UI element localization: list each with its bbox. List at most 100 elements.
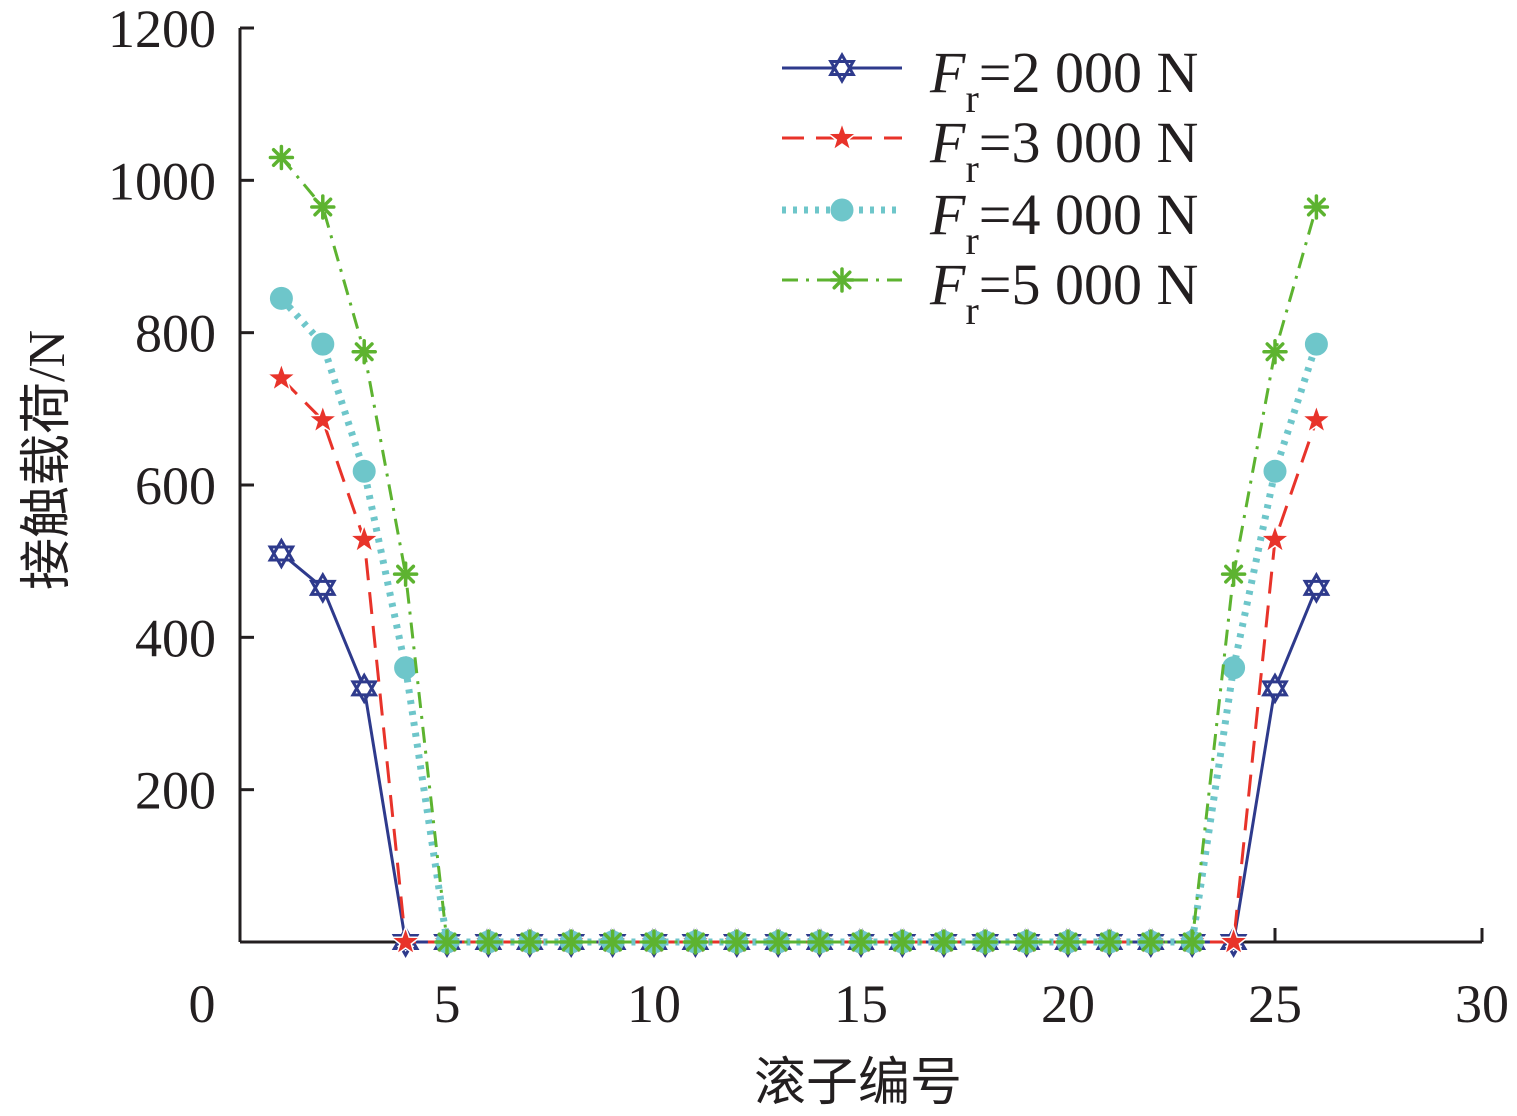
- data-point: [1013, 929, 1040, 955]
- data-point-part: [768, 932, 788, 952]
- legend-entry: Fr=5 000 N: [782, 252, 1198, 333]
- data-point-part: [603, 932, 623, 952]
- data-point: [724, 929, 750, 955]
- data-point: [311, 332, 335, 356]
- data-point: [1179, 929, 1205, 955]
- data-point: [392, 561, 419, 587]
- data-point: [599, 929, 626, 955]
- data-point-part: [828, 60, 856, 85]
- data-point-part: [892, 932, 912, 952]
- data-point-part: [975, 932, 995, 952]
- data-point-part: [1265, 342, 1285, 362]
- data-point: [830, 198, 854, 222]
- x-tick-label: 20: [1041, 974, 1095, 1034]
- series-2: [264, 361, 1333, 956]
- data-point: [1096, 929, 1123, 955]
- data-point-part: [1261, 680, 1289, 705]
- data-point-part: [271, 147, 291, 168]
- x-tick-label: 5: [434, 974, 461, 1034]
- data-point: [848, 929, 874, 955]
- data-point: [558, 929, 584, 955]
- data-point-part: [520, 932, 540, 952]
- data-point: [1263, 459, 1287, 483]
- data-point-part: [1099, 932, 1119, 952]
- y-tick-label: 1000: [108, 151, 216, 211]
- data-point: [972, 929, 998, 955]
- data-point: [889, 929, 916, 955]
- x-tick-label: 30: [1455, 974, 1509, 1034]
- data-point: [1304, 332, 1328, 356]
- data-point-part: [478, 932, 498, 952]
- data-point: [389, 924, 423, 956]
- x-axis-title: 滚子编号: [754, 1055, 962, 1112]
- axes: [238, 28, 1482, 944]
- data-point-part: [1058, 932, 1078, 952]
- data-point-part: [934, 932, 954, 952]
- y-tick-label: 600: [135, 456, 216, 516]
- data-point: [1302, 571, 1331, 604]
- data-point: [1261, 672, 1289, 705]
- data-point-part: [437, 932, 457, 952]
- data-point-part: [354, 342, 374, 362]
- data-point: [829, 267, 855, 293]
- data-point-part: [308, 579, 337, 604]
- x-tick-label: 15: [834, 974, 888, 1034]
- series-1: [267, 537, 1331, 959]
- data-point: [806, 929, 833, 955]
- data-point: [828, 51, 856, 85]
- data-point: [394, 656, 418, 680]
- y-tick-label: 800: [135, 304, 216, 364]
- data-point-part: [1141, 932, 1161, 952]
- x-tick-label: 25: [1248, 974, 1302, 1034]
- data-point: [475, 929, 502, 955]
- data-point: [641, 929, 667, 955]
- y-ticks: 200 400 600 800 1000 1200: [108, 0, 254, 821]
- data-point: [269, 286, 293, 310]
- data-point: [931, 929, 957, 955]
- data-point: [1217, 924, 1251, 956]
- y-tick-label: 200: [135, 761, 216, 821]
- data-point-part: [832, 270, 852, 290]
- data-point: [308, 571, 337, 604]
- x-tick-label: 10: [627, 974, 681, 1034]
- legend-entry: Fr=4 000 N: [782, 182, 1198, 263]
- data-point: [264, 361, 298, 393]
- data-point-part: [1306, 197, 1326, 217]
- legend-label: Fr=3 000 N: [929, 110, 1198, 191]
- data-point: [310, 194, 336, 220]
- data-point: [1055, 929, 1081, 955]
- data-point: [1262, 338, 1288, 365]
- series-3: [269, 286, 1328, 954]
- y-tick-label: 1200: [108, 0, 216, 59]
- data-point: [268, 144, 295, 171]
- data-point-part: [267, 545, 296, 570]
- data-point: [352, 459, 376, 483]
- series-line: [280, 552, 1318, 944]
- data-point-part: [810, 932, 830, 952]
- data-point: [434, 929, 460, 955]
- data-point-part: [396, 564, 416, 584]
- data-point: [306, 402, 340, 435]
- y-tick-label: 400: [135, 608, 216, 668]
- data-point-part: [313, 197, 333, 217]
- data-point: [682, 929, 709, 955]
- data-point: [1138, 929, 1164, 955]
- data-point-part: [851, 932, 871, 952]
- legend-entry: Fr=3 000 N: [782, 110, 1198, 191]
- legend-label: Fr=5 000 N: [929, 252, 1198, 333]
- data-point: [825, 120, 859, 152]
- data-point: [765, 929, 791, 955]
- x-tick-label: 0: [189, 974, 216, 1034]
- data-point: [351, 338, 377, 365]
- legend-entry: Fr=2 000 N: [782, 40, 1198, 121]
- data-point-part: [685, 932, 705, 952]
- data-point: [1303, 194, 1330, 220]
- legend-label: Fr=2 000 N: [929, 40, 1198, 121]
- y-axis-title: 接触载荷/N: [19, 330, 76, 590]
- data-point: [350, 672, 379, 705]
- data-point-part: [1182, 932, 1202, 952]
- data-point: [1220, 561, 1247, 587]
- data-point-part: [1224, 564, 1244, 584]
- data-point: [1222, 656, 1246, 680]
